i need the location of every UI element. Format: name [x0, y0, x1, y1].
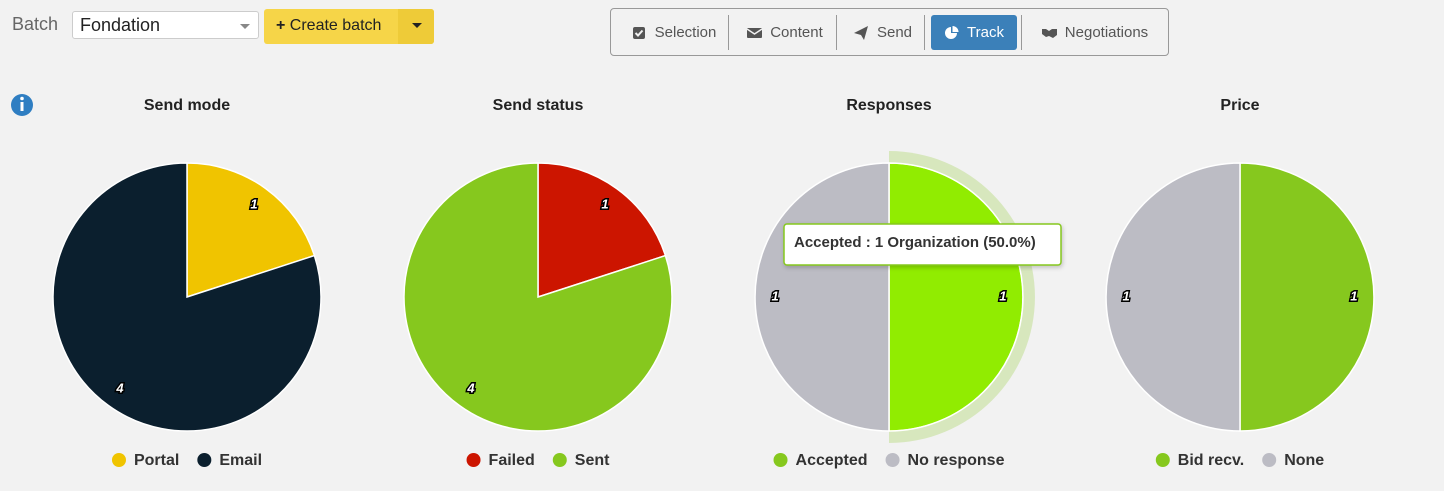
tab-icon	[632, 26, 645, 39]
tab[interactable]: Negotiations	[1029, 15, 1161, 50]
batch-select[interactable]: Fondation	[72, 11, 259, 39]
legend-label: None	[1284, 452, 1324, 469]
legend-label: Email	[219, 452, 262, 469]
legend-label: Failed	[489, 452, 535, 469]
create-dropdown[interactable]	[398, 9, 434, 44]
value-label: 1	[601, 196, 608, 211]
legend-swatch	[885, 453, 900, 467]
value-label: 1	[1350, 288, 1357, 303]
tab-label: Content	[770, 24, 823, 41]
chart-title: Send mode	[144, 97, 230, 114]
value-label: 1	[250, 196, 257, 211]
chart-title: Price	[1220, 97, 1259, 114]
legend-swatch	[1262, 453, 1277, 467]
tab-label: Selection	[654, 24, 717, 41]
tab-label: Send	[876, 24, 913, 41]
legend-label: Sent	[575, 452, 610, 469]
pie-slice	[537, 162, 667, 299]
tab-icon	[1041, 28, 1057, 38]
chart-title: Send status	[493, 97, 584, 114]
tab-label: Track	[967, 24, 1004, 41]
legend-swatch	[552, 453, 567, 467]
info-glyph	[20, 96, 24, 101]
value-label: 1	[771, 288, 778, 303]
legend: Portal Email	[111, 452, 262, 469]
legend-label: Accepted	[796, 452, 868, 469]
legend: Failed Sent	[466, 452, 610, 469]
legend-swatch	[1155, 453, 1170, 467]
legend: Bid recv. None	[1155, 452, 1324, 469]
tab-icon	[853, 25, 868, 40]
chart-title: Responses	[846, 97, 931, 114]
tooltip: Accepted : 1 Organization (50.0%)	[783, 223, 1062, 266]
legend-swatch	[111, 453, 126, 467]
legend-label: Bid recv.	[1178, 452, 1244, 469]
tab[interactable]: Content	[735, 15, 835, 50]
tab-icon	[747, 27, 763, 38]
batch-label: Batch	[12, 14, 59, 34]
pie-slice	[52, 162, 322, 432]
separator	[924, 15, 925, 50]
create-batch-button[interactable]: + Create batch	[264, 9, 434, 44]
tab[interactable]: Selection	[619, 15, 729, 50]
legend-swatch	[773, 453, 788, 467]
separator	[836, 15, 837, 50]
value-label: 1	[1122, 288, 1129, 303]
legend: Accepted No response	[773, 452, 1005, 469]
create-text: Create batch	[289, 17, 382, 34]
value-label: 4	[115, 381, 124, 396]
separator	[728, 15, 729, 50]
info-glyph	[20, 102, 24, 111]
batch-value: Fondation	[80, 15, 161, 35]
tab[interactable]: Track	[931, 15, 1017, 50]
tab-group: Selection Content Send Track Negotiations	[610, 8, 1169, 56]
legend-label: Portal	[134, 452, 179, 469]
legend-label: No response	[908, 452, 1005, 469]
legend-swatch	[466, 453, 481, 467]
separator	[1021, 15, 1022, 50]
legend-swatch	[197, 453, 212, 467]
pie-slice	[1105, 162, 1241, 432]
tooltip-box	[783, 223, 1062, 266]
pie-slice	[403, 162, 673, 432]
pie-slice	[186, 162, 316, 299]
value-label: 1	[999, 288, 1006, 303]
tab-label: Negotiations	[1064, 24, 1149, 41]
pie-slice	[1239, 162, 1375, 432]
tooltip-text: Accepted : 1 Organization (50.0%)	[794, 234, 1036, 251]
create-label: + Create batch	[276, 17, 382, 34]
value-label: 4	[466, 381, 475, 396]
tab-icon	[945, 25, 959, 39]
tab[interactable]: Send	[843, 15, 923, 50]
